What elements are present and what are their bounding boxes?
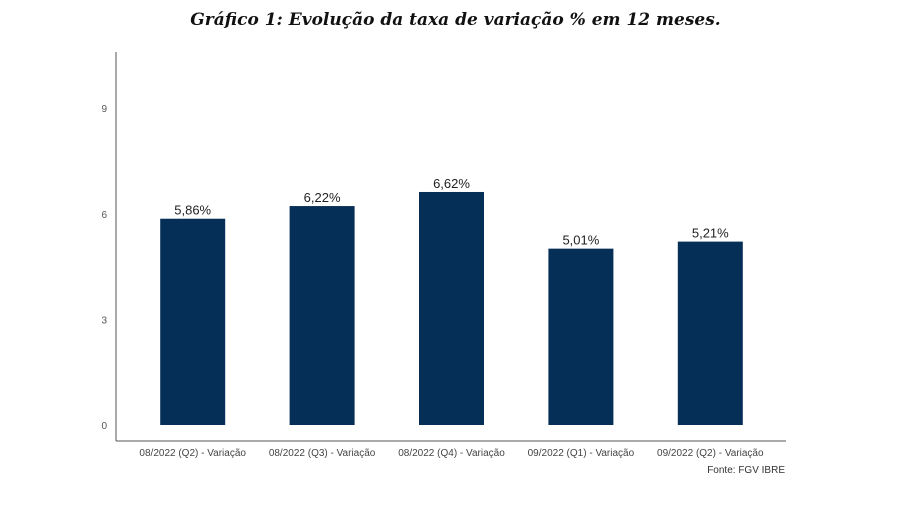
- y-tick-label: 6: [101, 210, 107, 221]
- bar: [548, 248, 614, 425]
- y-axis-ticks: 0 3 6 9: [101, 104, 107, 432]
- chart-title: Gráfico 1: Evolução da taxa de variação …: [190, 10, 721, 30]
- x-category-label: 09/2022 (Q1) - Variação: [528, 448, 635, 459]
- bar-value-label: 6,22%: [304, 190, 341, 205]
- bar-value-label: 6,62%: [433, 176, 470, 191]
- bar: [160, 218, 226, 425]
- x-category-label: 08/2022 (Q3) - Variação: [269, 448, 376, 459]
- bar-value-label: 5,21%: [692, 226, 729, 241]
- x-category-label: 08/2022 (Q4) - Variação: [398, 448, 505, 459]
- bar-value-label: 5,86%: [174, 203, 211, 218]
- x-category-label: 08/2022 (Q2) - Variação: [139, 448, 246, 459]
- x-category-label: 09/2022 (Q2) - Variação: [657, 448, 764, 459]
- y-tick-label: 3: [101, 315, 107, 326]
- y-tick-label: 9: [101, 104, 107, 115]
- y-tick-label: 0: [101, 421, 107, 432]
- data-labels-group: 5,86% 6,22% 6,62% 5,01% 5,21%: [174, 176, 729, 248]
- bar: [419, 191, 484, 425]
- source-note: Fonte: FGV IBRE: [707, 465, 785, 476]
- category-labels-group: 08/2022 (Q2) - Variação 08/2022 (Q3) - Va…: [139, 448, 764, 459]
- bar-value-label: 5,01%: [562, 233, 599, 248]
- bar: [289, 206, 355, 425]
- bar: [677, 241, 743, 425]
- bars-group: [160, 191, 743, 425]
